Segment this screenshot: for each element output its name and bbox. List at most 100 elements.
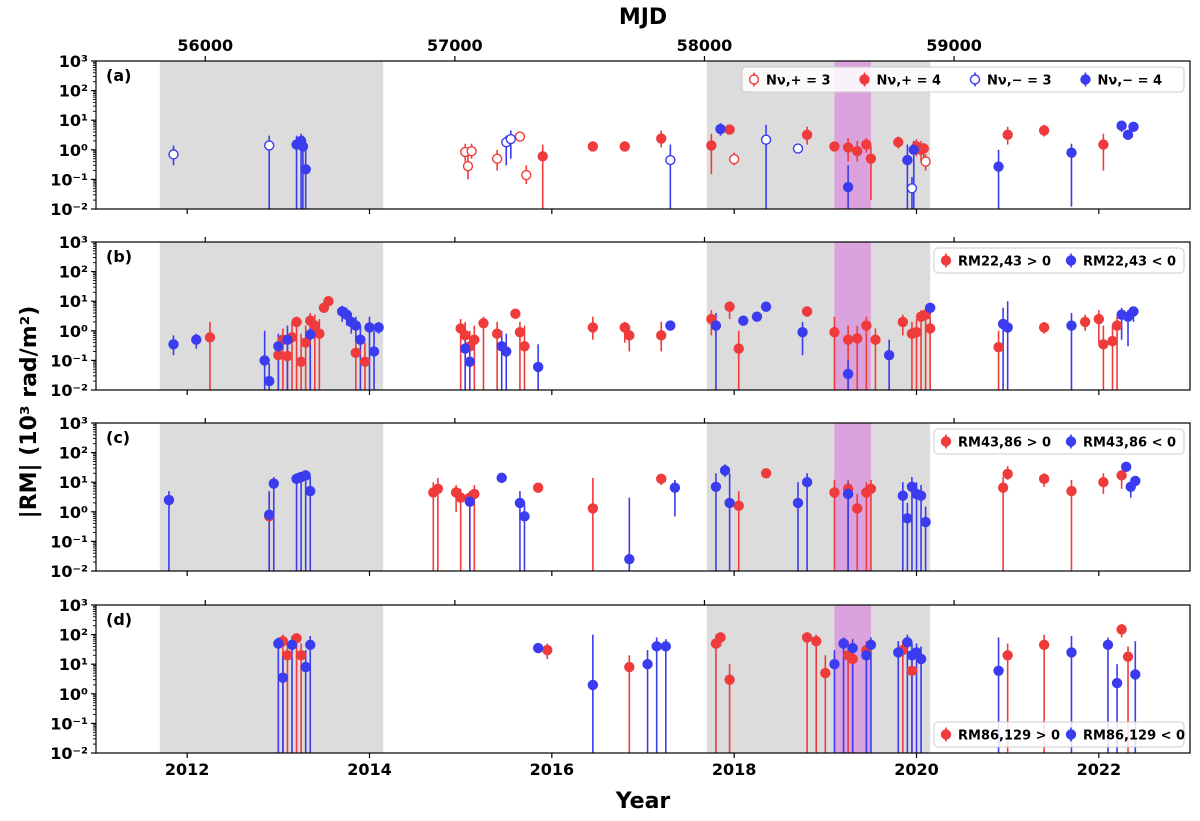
data-point [811,635,822,647]
data-point [1116,624,1127,635]
data-point [510,308,521,319]
data-point [669,482,681,493]
data-point [829,141,840,152]
data-point [191,334,202,345]
y-axis-title: |RM| (10³ rad/m²) [17,306,42,519]
y-tick-label: 10⁻¹ [50,351,88,370]
data-point [1098,477,1109,488]
data-point [1122,129,1134,141]
data-point [300,470,311,481]
data-point [1120,461,1132,473]
legend-box [933,247,1185,274]
x-axis-title: Year [615,789,671,814]
data-point [1002,322,1013,333]
panel-2: 10⁻² 10⁻¹ 10⁰ 10¹ 10² 10³ (b) RM22,43 > 0 RM22,4… [50,233,1191,400]
data-point [1066,147,1077,158]
legend-marker [1065,255,1077,266]
data-point [865,639,877,651]
data-point [665,154,676,166]
data-point [842,334,854,345]
y-tick-label: 10⁰ [59,685,88,704]
legend-box [741,66,1185,93]
panel-label: (b) [106,247,132,266]
data-point [719,465,731,476]
data-point [323,296,334,307]
data-point [738,315,749,326]
data-point [993,665,1004,676]
x-tick-label: 2018 [712,760,757,779]
data-point [842,142,854,153]
data-point [829,487,840,498]
data-point [624,330,635,341]
data-point [455,492,466,503]
shaded-interval [706,605,931,753]
data-point [514,326,526,338]
data-point [760,468,772,479]
data-point [587,679,599,691]
data-point [268,478,279,489]
y-tick-label: 10¹ [59,655,88,674]
data-point [464,496,475,507]
data-point [519,341,530,352]
data-point [1079,316,1091,328]
y-tick-label: 10⁻¹ [50,170,88,189]
x-tick-label: 2012 [165,760,210,779]
legend-label: RM22,43 < 0 [1083,255,1176,270]
data-point [1128,306,1139,317]
data-point [1038,322,1050,333]
data-point [300,661,311,673]
data-point [1122,651,1134,662]
data-point [624,661,635,673]
data-point [897,316,909,328]
data-point [829,659,840,670]
y-tick-label: 10³ [59,596,88,615]
data-point [314,328,325,339]
y-tick-label: 10¹ [59,473,88,492]
data-point [341,309,352,320]
y-tick-label: 10⁻² [50,381,88,400]
data-point [496,472,507,484]
data-point [760,301,772,312]
data-point [514,497,526,509]
data-point [924,302,936,313]
x-tick-label: 2014 [347,760,392,779]
data-point [706,140,717,151]
shaded-interval [834,242,871,390]
data-point [820,667,831,679]
data-point [861,139,872,150]
data-point [715,123,726,135]
data-point [893,137,904,148]
data-point [1066,320,1077,331]
y-tick-label: 10² [59,82,88,101]
data-point [870,334,881,345]
data-point [624,554,635,565]
data-point [359,356,371,367]
data-point [273,341,284,352]
data-point [852,145,863,157]
data-point [1111,677,1123,689]
data-point [902,513,913,524]
data-point [906,481,918,492]
data-point [908,144,919,156]
data-point [1002,650,1013,661]
panel-frame [95,60,1191,210]
data-point [264,140,275,151]
mjd-tick-label: 59000 [926,36,982,55]
data-point [1098,139,1109,150]
x-tick-label: 2020 [894,760,939,779]
data-point [751,311,763,322]
data-layer [273,623,1141,753]
legend-marker [940,255,952,266]
shaded-interval [159,605,384,753]
shaded-interval [159,423,384,571]
data-point [883,349,895,361]
y-tick-label: 10¹ [59,111,88,130]
data-point [368,346,380,357]
data-point [642,659,653,670]
data-point [902,154,913,166]
legend-label: Nν,+ = 3 [766,74,831,89]
data-point [861,650,872,661]
data-point [801,306,813,317]
data-point [462,160,474,172]
